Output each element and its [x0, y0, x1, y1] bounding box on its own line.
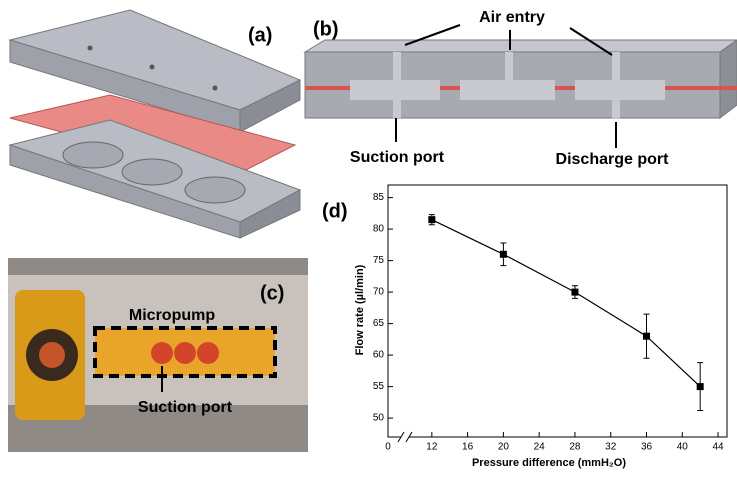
y-axis-title: Flow rate (µl/min)	[354, 264, 366, 355]
x-tick-label: 24	[534, 442, 546, 453]
data-point	[428, 216, 435, 223]
x-tick-label: 20	[498, 442, 510, 453]
panel-label: (d)	[322, 200, 348, 222]
annotation: Micropump	[129, 307, 215, 324]
y-tick-label: 80	[373, 224, 385, 235]
x-tick-label: 12	[426, 442, 438, 453]
panel-label: (b)	[313, 18, 339, 40]
x-axis-title: Pressure difference (mmH₂O)	[472, 457, 626, 469]
panel-b-render	[305, 25, 737, 148]
data-point	[643, 333, 650, 340]
data-point	[500, 251, 507, 258]
x-tick-label: 32	[605, 442, 617, 453]
y-tick-label: 50	[373, 413, 385, 424]
x-tick-label: 44	[712, 442, 724, 453]
x-tick-label: 36	[641, 442, 653, 453]
data-line	[432, 220, 700, 387]
annotation: Discharge port	[556, 151, 670, 168]
plot: 50 55 60 65 70 75 80 85 0 12 16 20 24 28 32 36 40 44	[373, 185, 727, 453]
annotation: Suction port	[138, 399, 233, 416]
axis-break	[401, 431, 409, 443]
y-tick-label: 60	[373, 350, 385, 361]
y-tick-label: 65	[373, 318, 385, 329]
figure: (a) (b) Air entry Suction port Discharge…	[0, 0, 737, 473]
annotation: Suction port	[350, 149, 445, 166]
panel-label: (c)	[260, 282, 284, 304]
x-tick-label: 16	[462, 442, 474, 453]
y-tick-label: 75	[373, 255, 385, 266]
y-tick-label: 85	[373, 192, 385, 203]
x-tick-label: 28	[569, 442, 581, 453]
panel-label: (a)	[248, 24, 272, 46]
x-tick-label: 0	[385, 442, 391, 453]
x-tick-label: 40	[677, 442, 689, 453]
data-point	[697, 383, 704, 390]
annotation: Air entry	[479, 9, 545, 26]
data-point	[571, 289, 578, 296]
y-tick-label: 70	[373, 287, 385, 298]
y-tick-label: 55	[373, 381, 385, 392]
